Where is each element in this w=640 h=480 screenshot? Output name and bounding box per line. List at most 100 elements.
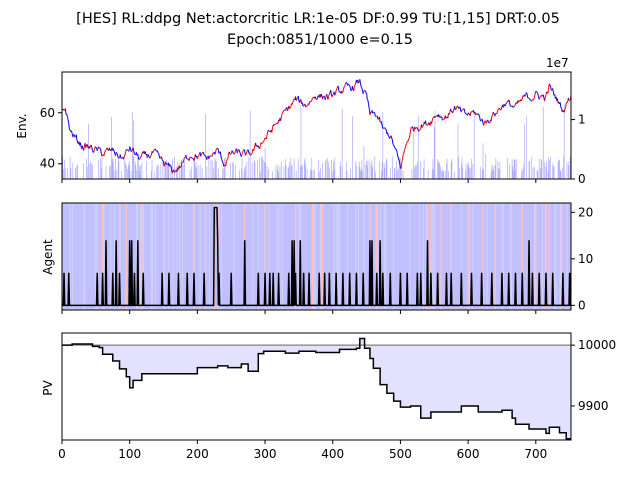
price-segment bbox=[133, 150, 135, 154]
price-segment bbox=[264, 137, 267, 139]
price-segment bbox=[372, 112, 374, 114]
price-segment bbox=[421, 125, 424, 128]
price-segment bbox=[274, 123, 277, 125]
price-segment bbox=[349, 85, 351, 88]
price-segment bbox=[452, 108, 455, 113]
price-segment bbox=[493, 112, 495, 115]
price-segment bbox=[379, 121, 382, 123]
price-segment bbox=[226, 158, 229, 160]
price-segment bbox=[526, 93, 529, 98]
price-segment bbox=[565, 103, 567, 108]
agent-y2tick-label: 20 bbox=[578, 205, 593, 219]
price-segment bbox=[273, 124, 275, 126]
price-segment bbox=[301, 102, 304, 106]
price-segment bbox=[351, 86, 354, 90]
price-segment bbox=[103, 152, 106, 156]
pv-xtick-label: 0 bbox=[58, 447, 66, 461]
price-segment bbox=[551, 89, 553, 91]
price-segment bbox=[209, 155, 212, 157]
price-segment bbox=[328, 91, 331, 95]
price-segment bbox=[174, 170, 177, 173]
price-segment bbox=[409, 129, 412, 135]
agent-background bbox=[62, 203, 571, 310]
env-y2tick-label: 1 bbox=[578, 113, 586, 127]
price-segment bbox=[119, 154, 122, 159]
price-segment bbox=[564, 107, 567, 110]
price-segment bbox=[182, 159, 185, 163]
price-segment bbox=[334, 90, 337, 94]
price-segment bbox=[296, 97, 298, 100]
price-segment bbox=[360, 83, 362, 87]
price-segment bbox=[498, 107, 501, 110]
price-segment bbox=[156, 150, 159, 154]
price-segment bbox=[508, 99, 510, 102]
pv-axes: 9900 10000 0 100 200 300 400 500 600 700 bbox=[58, 338, 616, 461]
price-segment bbox=[253, 145, 256, 149]
price-segment bbox=[271, 127, 273, 133]
price-segment bbox=[416, 126, 418, 129]
price-segment bbox=[467, 112, 470, 115]
price-segment bbox=[266, 131, 269, 135]
pv-xtick-label: 300 bbox=[254, 447, 277, 461]
price-segment bbox=[323, 95, 326, 98]
price-segment bbox=[251, 152, 253, 155]
price-segment bbox=[391, 137, 393, 140]
price-segment bbox=[100, 148, 102, 154]
env-panel: 40 60 0 1 Env. 1e7 bbox=[15, 56, 586, 186]
price-segment bbox=[332, 93, 334, 96]
price-segment bbox=[363, 89, 365, 92]
price-segment bbox=[193, 157, 196, 161]
pv-xtick-label: 700 bbox=[524, 447, 547, 461]
price-segment bbox=[262, 140, 265, 143]
price-segment bbox=[261, 142, 264, 144]
pv-y2tick-label: 10000 bbox=[578, 338, 616, 352]
price-segment bbox=[200, 154, 202, 157]
price-segment bbox=[353, 84, 356, 87]
price-segment bbox=[217, 147, 219, 151]
price-segment bbox=[99, 147, 102, 150]
price-segment bbox=[210, 155, 212, 157]
price-segment bbox=[79, 142, 82, 147]
price-segment bbox=[208, 156, 211, 160]
pv-xtick-label: 200 bbox=[186, 447, 209, 461]
price-segment bbox=[408, 134, 411, 139]
price-segment bbox=[66, 113, 68, 117]
price-segment bbox=[152, 150, 154, 154]
price-segment bbox=[236, 150, 239, 154]
price-segment bbox=[485, 120, 488, 124]
price-segment bbox=[233, 153, 235, 155]
price-segment bbox=[394, 147, 397, 150]
pv-frame bbox=[61, 332, 572, 441]
price-segment bbox=[374, 112, 376, 117]
price-segment bbox=[215, 148, 218, 150]
price-segment bbox=[396, 152, 399, 157]
price-segment bbox=[445, 116, 447, 119]
price-segment bbox=[448, 112, 451, 115]
agent-frame bbox=[61, 202, 572, 311]
price-segment bbox=[129, 147, 132, 152]
price-segment bbox=[259, 142, 262, 146]
price-segment bbox=[398, 160, 401, 164]
price-segment bbox=[533, 97, 535, 100]
price-segment bbox=[249, 153, 252, 156]
price-segment bbox=[361, 87, 364, 92]
price-segment bbox=[113, 151, 116, 154]
price-segment bbox=[547, 87, 550, 94]
price-segment bbox=[366, 93, 368, 100]
price-segment bbox=[331, 94, 334, 97]
price-segment bbox=[161, 156, 163, 161]
price-segment bbox=[354, 82, 357, 86]
env-axes: 40 60 0 1 bbox=[40, 106, 586, 186]
price-segment bbox=[405, 143, 407, 146]
price-segment bbox=[117, 154, 119, 158]
price-segment bbox=[397, 155, 399, 159]
price-segment bbox=[344, 83, 347, 86]
agent-y2tick-label: 10 bbox=[578, 252, 593, 266]
price-segment bbox=[538, 97, 541, 100]
price-segment bbox=[419, 128, 422, 131]
price-segment bbox=[66, 116, 69, 120]
price-segment bbox=[314, 96, 317, 99]
price-segment bbox=[62, 108, 65, 111]
price-segment bbox=[96, 148, 99, 152]
price-segment bbox=[244, 153, 247, 156]
